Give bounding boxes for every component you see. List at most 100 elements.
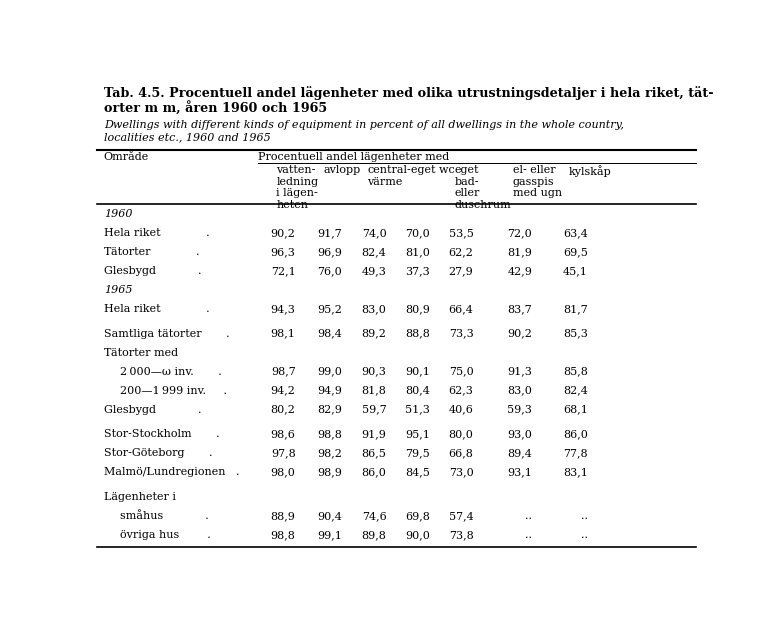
Text: 90,1: 90,1 [405, 366, 431, 377]
Text: 80,0: 80,0 [448, 429, 473, 439]
Text: 98,0: 98,0 [271, 468, 295, 478]
Text: 91,9: 91,9 [362, 429, 386, 439]
Text: 76,0: 76,0 [318, 266, 342, 276]
Text: 37,3: 37,3 [406, 266, 431, 276]
Text: 98,8: 98,8 [271, 530, 295, 540]
Text: 94,3: 94,3 [271, 304, 295, 314]
Text: 99,0: 99,0 [318, 366, 342, 377]
Text: 89,2: 89,2 [362, 329, 386, 339]
Text: 66,8: 66,8 [448, 449, 473, 458]
Text: 81,8: 81,8 [362, 386, 386, 395]
Text: 80,2: 80,2 [271, 405, 295, 415]
Text: 98,4: 98,4 [318, 329, 342, 339]
Text: 85,3: 85,3 [563, 329, 588, 339]
Text: 86,5: 86,5 [362, 449, 386, 458]
Text: 95,1: 95,1 [405, 429, 431, 439]
Text: 81,0: 81,0 [405, 247, 431, 257]
Text: 72,1: 72,1 [271, 266, 295, 276]
Text: Lägenheter i: Lägenheter i [104, 492, 175, 502]
Text: 96,3: 96,3 [271, 247, 295, 257]
Text: 89,8: 89,8 [362, 530, 386, 540]
Text: vatten-
ledning
i lägen-
heten: vatten- ledning i lägen- heten [277, 165, 318, 210]
Text: 2 000—ω inv.       .: 2 000—ω inv. . [114, 366, 222, 377]
Text: 49,3: 49,3 [362, 266, 386, 276]
Text: 1960: 1960 [104, 209, 132, 219]
Text: 82,9: 82,9 [318, 405, 342, 415]
Text: 1965: 1965 [104, 285, 132, 295]
Text: el- eller
gasspis
med ugn: el- eller gasspis med ugn [513, 165, 562, 199]
Text: 40,6: 40,6 [448, 405, 473, 415]
Text: 69,8: 69,8 [405, 511, 431, 521]
Text: övriga hus        .: övriga hus . [114, 530, 211, 540]
Text: Tätorter             .: Tätorter . [104, 247, 199, 257]
Text: central-
värme: central- värme [367, 165, 411, 187]
Text: eget wc: eget wc [411, 165, 455, 175]
Text: 83,1: 83,1 [563, 468, 588, 478]
Text: 42,9: 42,9 [507, 266, 532, 276]
Text: 86,0: 86,0 [563, 429, 588, 439]
Text: 90,2: 90,2 [507, 329, 532, 339]
Text: 98,2: 98,2 [318, 449, 342, 458]
Text: 94,2: 94,2 [271, 386, 295, 395]
Text: 83,7: 83,7 [507, 304, 532, 314]
Text: ..: .. [525, 530, 532, 540]
Text: ..: .. [525, 511, 532, 521]
Text: Område: Område [104, 152, 149, 162]
Text: 51,3: 51,3 [405, 405, 431, 415]
Text: 93,1: 93,1 [507, 468, 532, 478]
Text: 80,9: 80,9 [405, 304, 431, 314]
Text: 93,0: 93,0 [507, 429, 532, 439]
Text: 79,5: 79,5 [406, 449, 431, 458]
Text: 73,3: 73,3 [448, 329, 473, 339]
Text: 90,4: 90,4 [318, 511, 342, 521]
Text: Glesbygd            .: Glesbygd . [104, 405, 201, 415]
Text: Tab. 4.5. Procentuell andel lägenheter med olika utrustningsdetaljer i hela rike: Tab. 4.5. Procentuell andel lägenheter m… [104, 86, 713, 116]
Text: 66,4: 66,4 [448, 304, 473, 314]
Text: avlopp: avlopp [323, 165, 360, 175]
Text: Glesbygd            .: Glesbygd . [104, 266, 201, 276]
Text: 89,4: 89,4 [507, 449, 532, 458]
Text: 91,3: 91,3 [507, 366, 532, 377]
Text: 59,7: 59,7 [362, 405, 386, 415]
Text: 81,7: 81,7 [563, 304, 588, 314]
Text: Tätorter med: Tätorter med [104, 348, 178, 358]
Text: Samtliga tätorter       .: Samtliga tätorter . [104, 329, 230, 339]
Text: 68,1: 68,1 [563, 405, 588, 415]
Text: 63,4: 63,4 [563, 228, 588, 238]
Text: 45,1: 45,1 [563, 266, 588, 276]
Text: 200—1 999 inv.     .: 200—1 999 inv. . [114, 386, 227, 395]
Text: 74,6: 74,6 [362, 511, 386, 521]
Text: 59,3: 59,3 [507, 405, 532, 415]
Text: Dwellings with different kinds of equipment in percent of all dwellings in the w: Dwellings with different kinds of equipm… [104, 120, 624, 142]
Text: 97,8: 97,8 [271, 449, 295, 458]
Text: Stor-Göteborg       .: Stor-Göteborg . [104, 449, 213, 458]
Text: 83,0: 83,0 [507, 386, 532, 395]
Text: 53,5: 53,5 [448, 228, 473, 238]
Text: 85,8: 85,8 [563, 366, 588, 377]
Text: 82,4: 82,4 [362, 247, 386, 257]
Text: 70,0: 70,0 [406, 228, 431, 238]
Text: 88,8: 88,8 [405, 329, 431, 339]
Text: 98,8: 98,8 [318, 429, 342, 439]
Text: 98,1: 98,1 [271, 329, 295, 339]
Text: 73,8: 73,8 [448, 530, 473, 540]
Text: 94,9: 94,9 [318, 386, 342, 395]
Text: ..: .. [581, 511, 588, 521]
Text: 27,9: 27,9 [448, 266, 473, 276]
Text: 74,0: 74,0 [362, 228, 386, 238]
Text: 62,3: 62,3 [448, 386, 473, 395]
Text: 84,5: 84,5 [405, 468, 431, 478]
Text: 75,0: 75,0 [448, 366, 473, 377]
Text: Malmö/Lundregionen   .: Malmö/Lundregionen . [104, 468, 240, 478]
Text: 98,9: 98,9 [318, 468, 342, 478]
Text: 88,9: 88,9 [271, 511, 295, 521]
Text: 81,9: 81,9 [507, 247, 532, 257]
Text: 80,4: 80,4 [405, 386, 431, 395]
Text: ..: .. [581, 530, 588, 540]
Text: 90,3: 90,3 [362, 366, 386, 377]
Text: småhus            .: småhus . [114, 511, 209, 521]
Text: 77,8: 77,8 [564, 449, 588, 458]
Text: Stor-Stockholm       .: Stor-Stockholm . [104, 429, 220, 439]
Text: Hela riket             .: Hela riket . [104, 228, 209, 238]
Text: 69,5: 69,5 [563, 247, 588, 257]
